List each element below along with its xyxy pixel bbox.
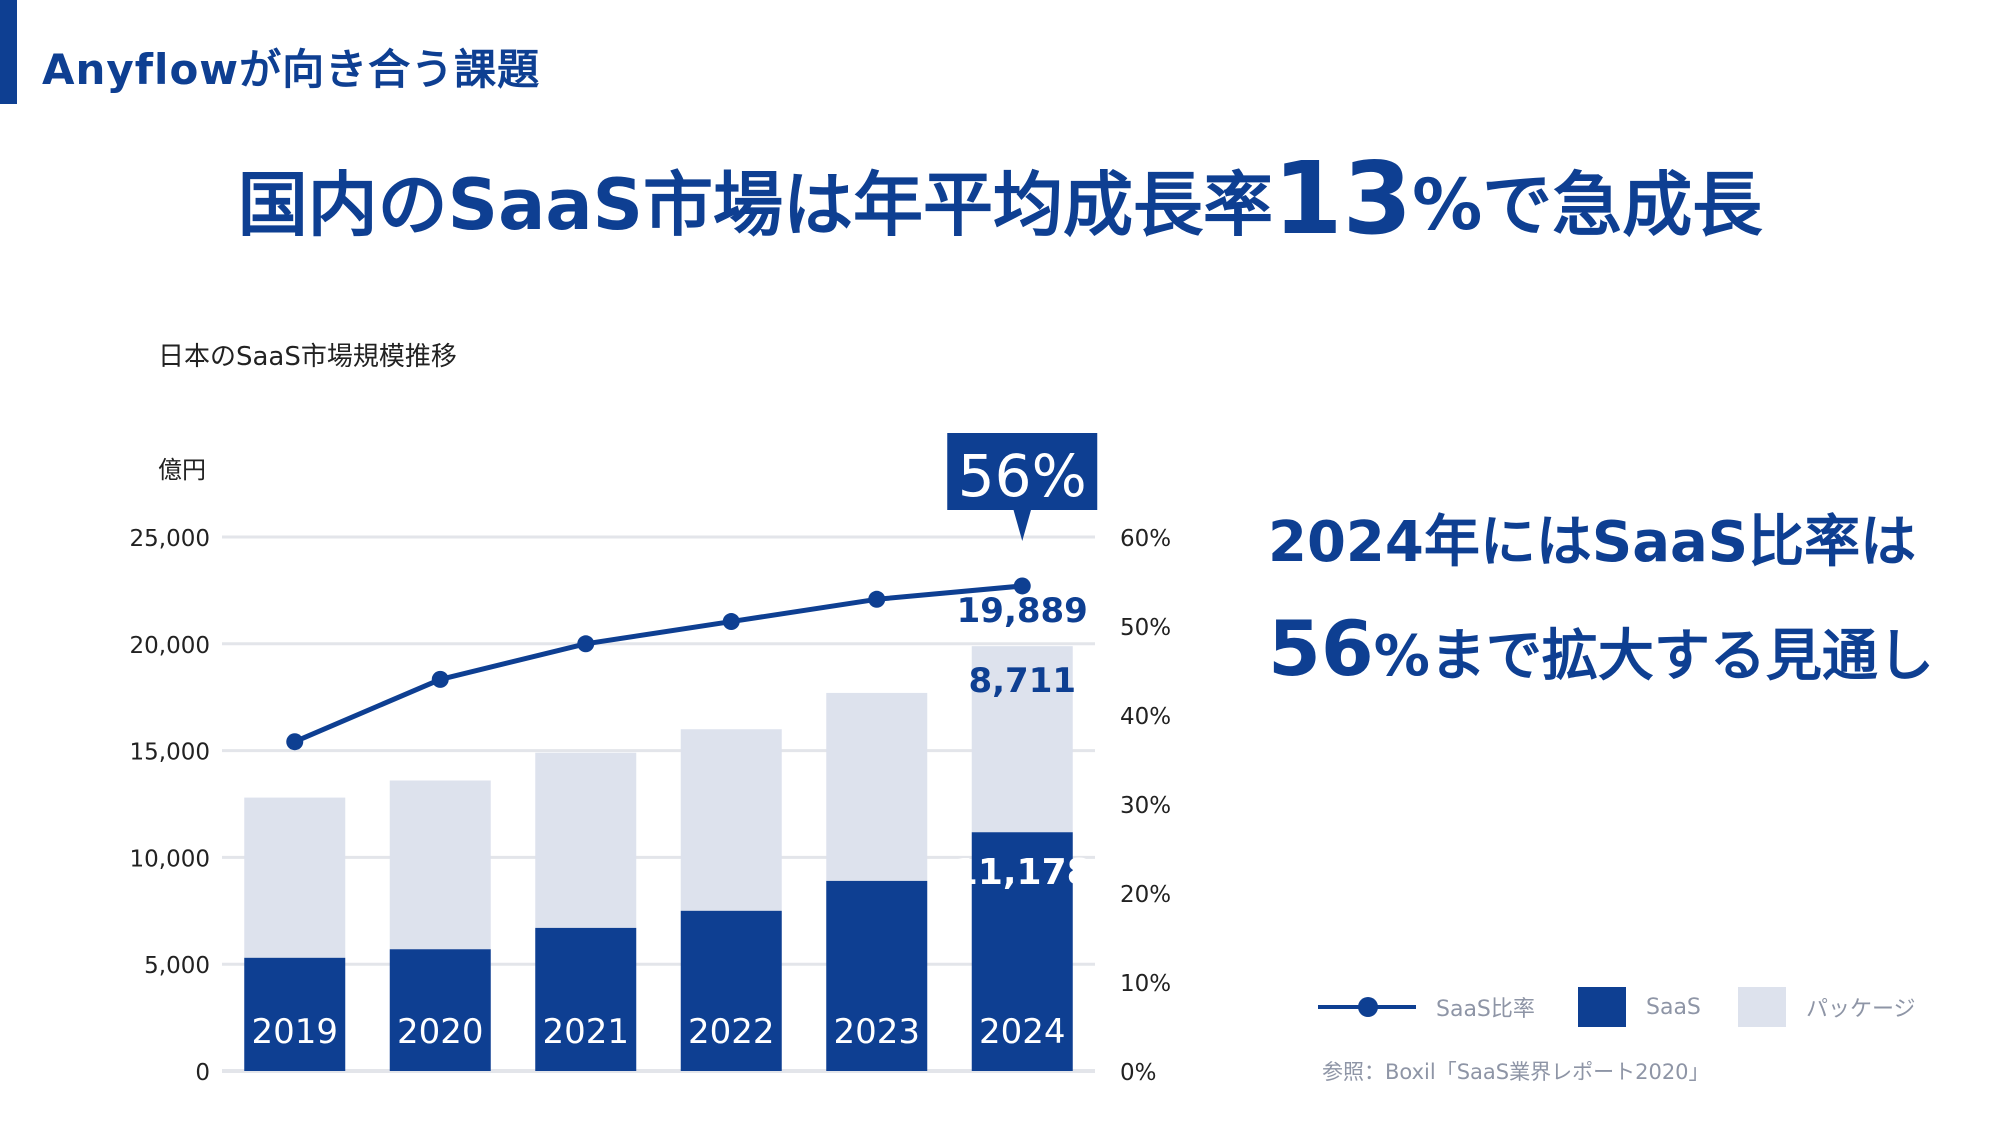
x-tick-label: 2023 — [833, 1012, 920, 1052]
headline-pre: 国内のSaaS市場は年平均成長率 — [237, 164, 1273, 246]
y2-tick-label: 60% — [1120, 526, 1171, 552]
bar-saas — [244, 957, 346, 1071]
x-tick-label: 2020 — [397, 1012, 484, 1052]
y-tick-label: 0 — [195, 1060, 210, 1086]
bar-package — [971, 646, 1073, 833]
bar-package — [389, 780, 491, 950]
legend-swatch-saas — [1578, 987, 1626, 1027]
y-tick-label: 10,000 — [130, 846, 210, 872]
legend-item-saas-ratio: SaaS比率 — [1318, 985, 1535, 1029]
headline: 国内のSaaS市場は年平均成長率13%で急成長 — [0, 140, 2000, 257]
headline-post: %で急成長 — [1412, 164, 1763, 246]
saas-ratio-point — [1013, 577, 1031, 595]
x-tick-label: 2024 — [979, 1012, 1066, 1052]
legend-label: パッケージ — [1806, 997, 1916, 1022]
y-axis-unit: 億円 — [158, 456, 206, 484]
callout-box — [947, 433, 1098, 510]
legend-label: SaaS比率 — [1436, 997, 1535, 1022]
chart-title: 日本のSaaS市場規模推移 — [158, 342, 457, 372]
y-tick-label: 15,000 — [130, 740, 210, 766]
data-label-saas-2024: 11,178 — [953, 852, 1092, 893]
x-tick-label: 2022 — [688, 1012, 775, 1052]
data-label-package-2024: 8,711 — [968, 661, 1076, 701]
bar-package — [826, 692, 928, 881]
bar-saas — [971, 832, 1073, 1071]
y-tick-label: 20,000 — [130, 633, 210, 659]
legend-swatch-package — [1738, 987, 1786, 1027]
saas-ratio-point — [286, 733, 304, 751]
side-note-number: 56 — [1268, 604, 1374, 693]
bar-saas — [535, 927, 637, 1071]
bar-package — [680, 729, 782, 911]
y2-tick-label: 20% — [1120, 882, 1171, 908]
saas-ratio-point — [868, 590, 886, 608]
y2-tick-label: 30% — [1120, 793, 1171, 819]
side-note-line1: 2024年にはSaaS比率は — [1268, 510, 1917, 575]
bar-saas — [389, 949, 491, 1071]
section-title: Anyflowが向き合う課題 — [42, 45, 541, 94]
y2-tick-label: 50% — [1120, 615, 1171, 641]
accent-bar — [0, 0, 17, 104]
legend-item-package: パッケージ — [1738, 985, 1916, 1029]
x-tick-label: 2021 — [542, 1012, 629, 1052]
side-note: 2024年にはSaaS比率は 56%まで拡大する見通し — [1268, 490, 1934, 710]
source-citation: 参照：Boxil「SaaS業界レポート2020」 — [1322, 1060, 1710, 1084]
callout-label: 56% — [958, 442, 1087, 510]
y2-tick-label: 10% — [1120, 971, 1171, 997]
saas-ratio-point — [722, 613, 740, 631]
y-tick-label: 5,000 — [144, 953, 210, 979]
legend-item-saas: SaaS — [1578, 985, 1701, 1029]
side-note-line2: 56%まで拡大する見通し — [1268, 596, 1934, 710]
y-tick-label: 25,000 — [130, 526, 210, 552]
legend-label: SaaS — [1646, 994, 1701, 1020]
saas-ratio-point — [577, 635, 595, 653]
side-note-rest: %まで拡大する見通し — [1373, 624, 1934, 689]
callout-pointer — [1013, 509, 1032, 541]
legend-line-marker — [1318, 997, 1416, 1017]
headline-number: 13 — [1273, 140, 1413, 257]
bar-package — [535, 752, 637, 928]
bar-saas — [680, 910, 782, 1071]
x-tick-label: 2019 — [251, 1012, 338, 1052]
data-label-total-2024: 19,889 — [957, 591, 1088, 631]
bar-package — [244, 797, 346, 958]
saas-ratio-line — [293, 583, 1023, 744]
y2-tick-label: 0% — [1120, 1060, 1157, 1086]
bar-saas — [826, 880, 928, 1071]
saas-ratio-point — [431, 670, 449, 688]
y2-tick-label: 40% — [1120, 704, 1171, 730]
